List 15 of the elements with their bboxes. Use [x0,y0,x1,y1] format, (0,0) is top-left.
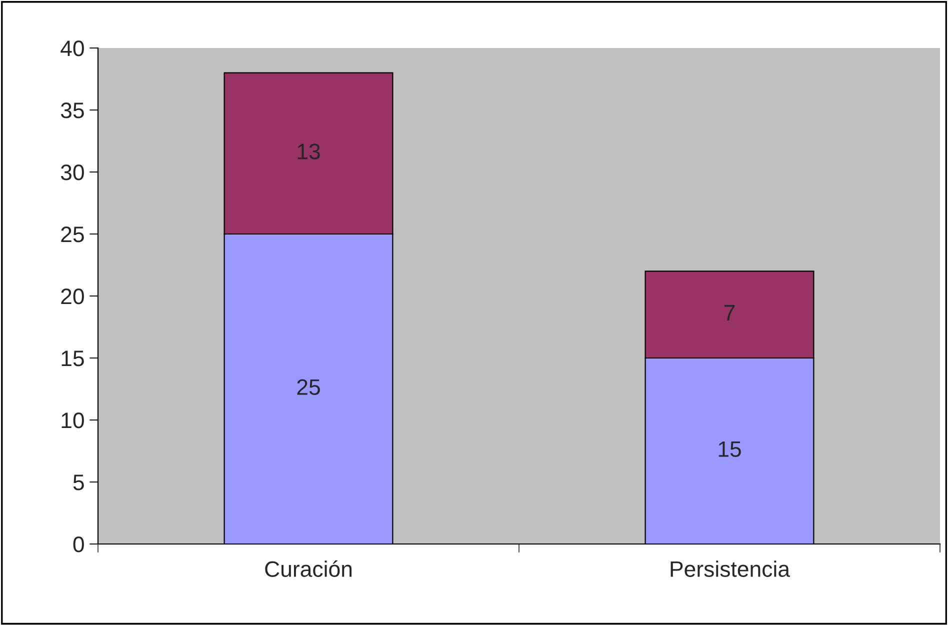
data-label: 13 [298,144,320,160]
y-tick-label: 25 [61,226,84,242]
y-tick-label: 30 [60,164,84,180]
y-tick-label: 40 [60,40,84,56]
data-label: 25 [297,379,320,395]
x-tick-label: Persistencia [670,560,790,577]
y-tick-label: 15 [62,350,84,366]
y-tick-label: 0 [73,536,84,552]
y-tick-label: 35 [60,102,84,118]
y-tick-label: 20 [61,288,84,304]
y-tick-label: 10 [62,412,84,428]
x-tick-label: Curación [265,560,352,577]
data-label: 15 [718,441,741,457]
data-label: 7 [724,305,735,320]
y-tick-label: 5 [73,474,84,490]
